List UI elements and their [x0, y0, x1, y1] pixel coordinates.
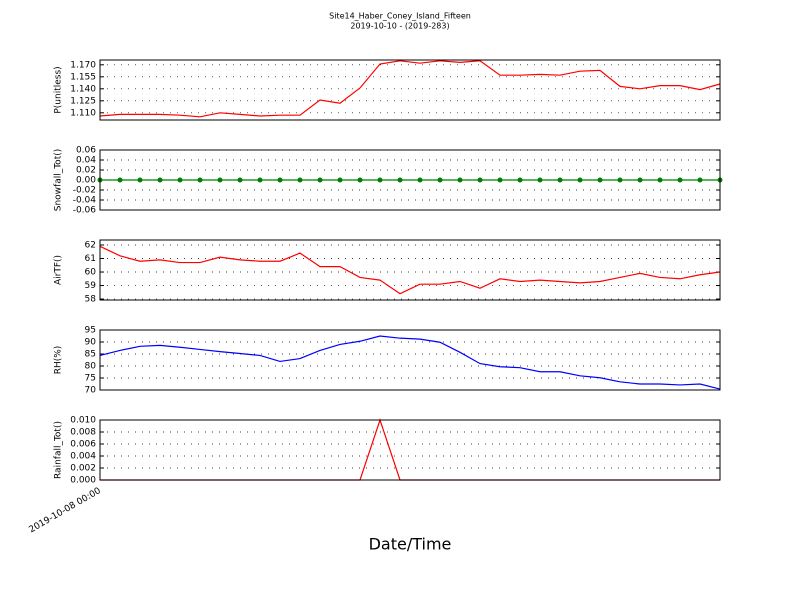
data-point — [437, 177, 443, 183]
data-point — [217, 177, 223, 183]
y-tick-label: 85 — [85, 350, 96, 360]
y-tick-label: 0.000 — [70, 476, 96, 486]
data-point — [297, 177, 303, 183]
y-tick-label: 95 — [85, 326, 96, 336]
plot-frame — [99, 59, 721, 121]
plot-frame — [99, 239, 721, 301]
y-axis-label: Snowfall_Tot() — [54, 149, 64, 212]
data-point — [517, 177, 523, 183]
plot-frame — [99, 329, 721, 391]
data-point — [257, 177, 263, 183]
y-axis-label: Rainfall_Tot() — [54, 421, 64, 479]
data-point — [177, 177, 183, 183]
data-point — [337, 177, 343, 183]
y-tick-label: 90 — [85, 338, 97, 348]
data-point — [137, 177, 143, 183]
y-tick-label: 0.004 — [70, 452, 96, 462]
data-point — [317, 177, 323, 183]
y-tick-label: 0.010 — [70, 416, 96, 426]
y-tick-label: 0.02 — [76, 166, 96, 176]
data-point — [497, 177, 503, 183]
data-point — [537, 177, 543, 183]
y-tick-label: 58 — [85, 295, 97, 305]
y-tick-label: 0.00 — [76, 176, 96, 186]
y-axis-label: AirTF() — [54, 255, 64, 285]
data-point — [697, 177, 703, 183]
data-point — [677, 177, 683, 183]
y-tick-label: 1.110 — [70, 108, 96, 118]
chart-subtitle: 2019-10-10 - (2019-283) — [350, 22, 449, 31]
data-point — [157, 177, 163, 183]
y-tick-label: 1.155 — [70, 72, 96, 82]
y-tick-label: 61 — [85, 254, 96, 264]
y-tick-label: 75 — [85, 374, 96, 384]
y-tick-label: 62 — [85, 241, 96, 251]
data-point — [237, 177, 243, 183]
y-tick-label: 0.04 — [76, 156, 96, 166]
y-tick-label: -0.02 — [73, 186, 96, 196]
data-point — [557, 177, 563, 183]
data-line — [99, 245, 721, 295]
y-tick-label: 59 — [85, 281, 97, 291]
y-tick-label: 1.170 — [70, 60, 96, 70]
chart-title: Site14_Haber_Coney_Island_Fifteen — [329, 12, 471, 21]
plot-frame — [99, 419, 721, 481]
y-tick-label: 1.125 — [70, 96, 96, 106]
y-tick-label: -0.06 — [73, 206, 97, 216]
data-point — [637, 177, 643, 183]
y-tick-label: -0.04 — [73, 196, 97, 206]
data-point — [617, 177, 623, 183]
data-point — [357, 177, 363, 183]
data-point — [397, 177, 403, 183]
data-point — [657, 177, 663, 183]
data-point — [377, 177, 383, 183]
y-tick-label: 0.006 — [70, 440, 96, 450]
y-tick-label: 0.002 — [70, 464, 96, 474]
plot-frame — [99, 149, 721, 211]
data-point — [417, 177, 423, 183]
y-tick-label: 60 — [85, 268, 97, 278]
y-tick-label: 70 — [85, 386, 97, 396]
data-point — [277, 177, 283, 183]
data-point — [457, 177, 463, 183]
y-axis-label: P(unitless) — [54, 66, 64, 113]
data-point — [577, 177, 583, 183]
y-axis-label: RH(%) — [54, 346, 64, 375]
data-line — [99, 335, 721, 390]
data-point — [197, 177, 203, 183]
y-tick-label: 0.06 — [76, 146, 96, 156]
data-point — [597, 177, 603, 183]
y-tick-label: 1.140 — [70, 84, 96, 94]
x-axis-label: Date/Time — [369, 535, 452, 554]
y-tick-label: 80 — [85, 362, 97, 372]
data-line — [99, 60, 721, 118]
y-tick-label: 0.008 — [70, 428, 96, 438]
data-point — [117, 177, 123, 183]
data-point — [477, 177, 483, 183]
